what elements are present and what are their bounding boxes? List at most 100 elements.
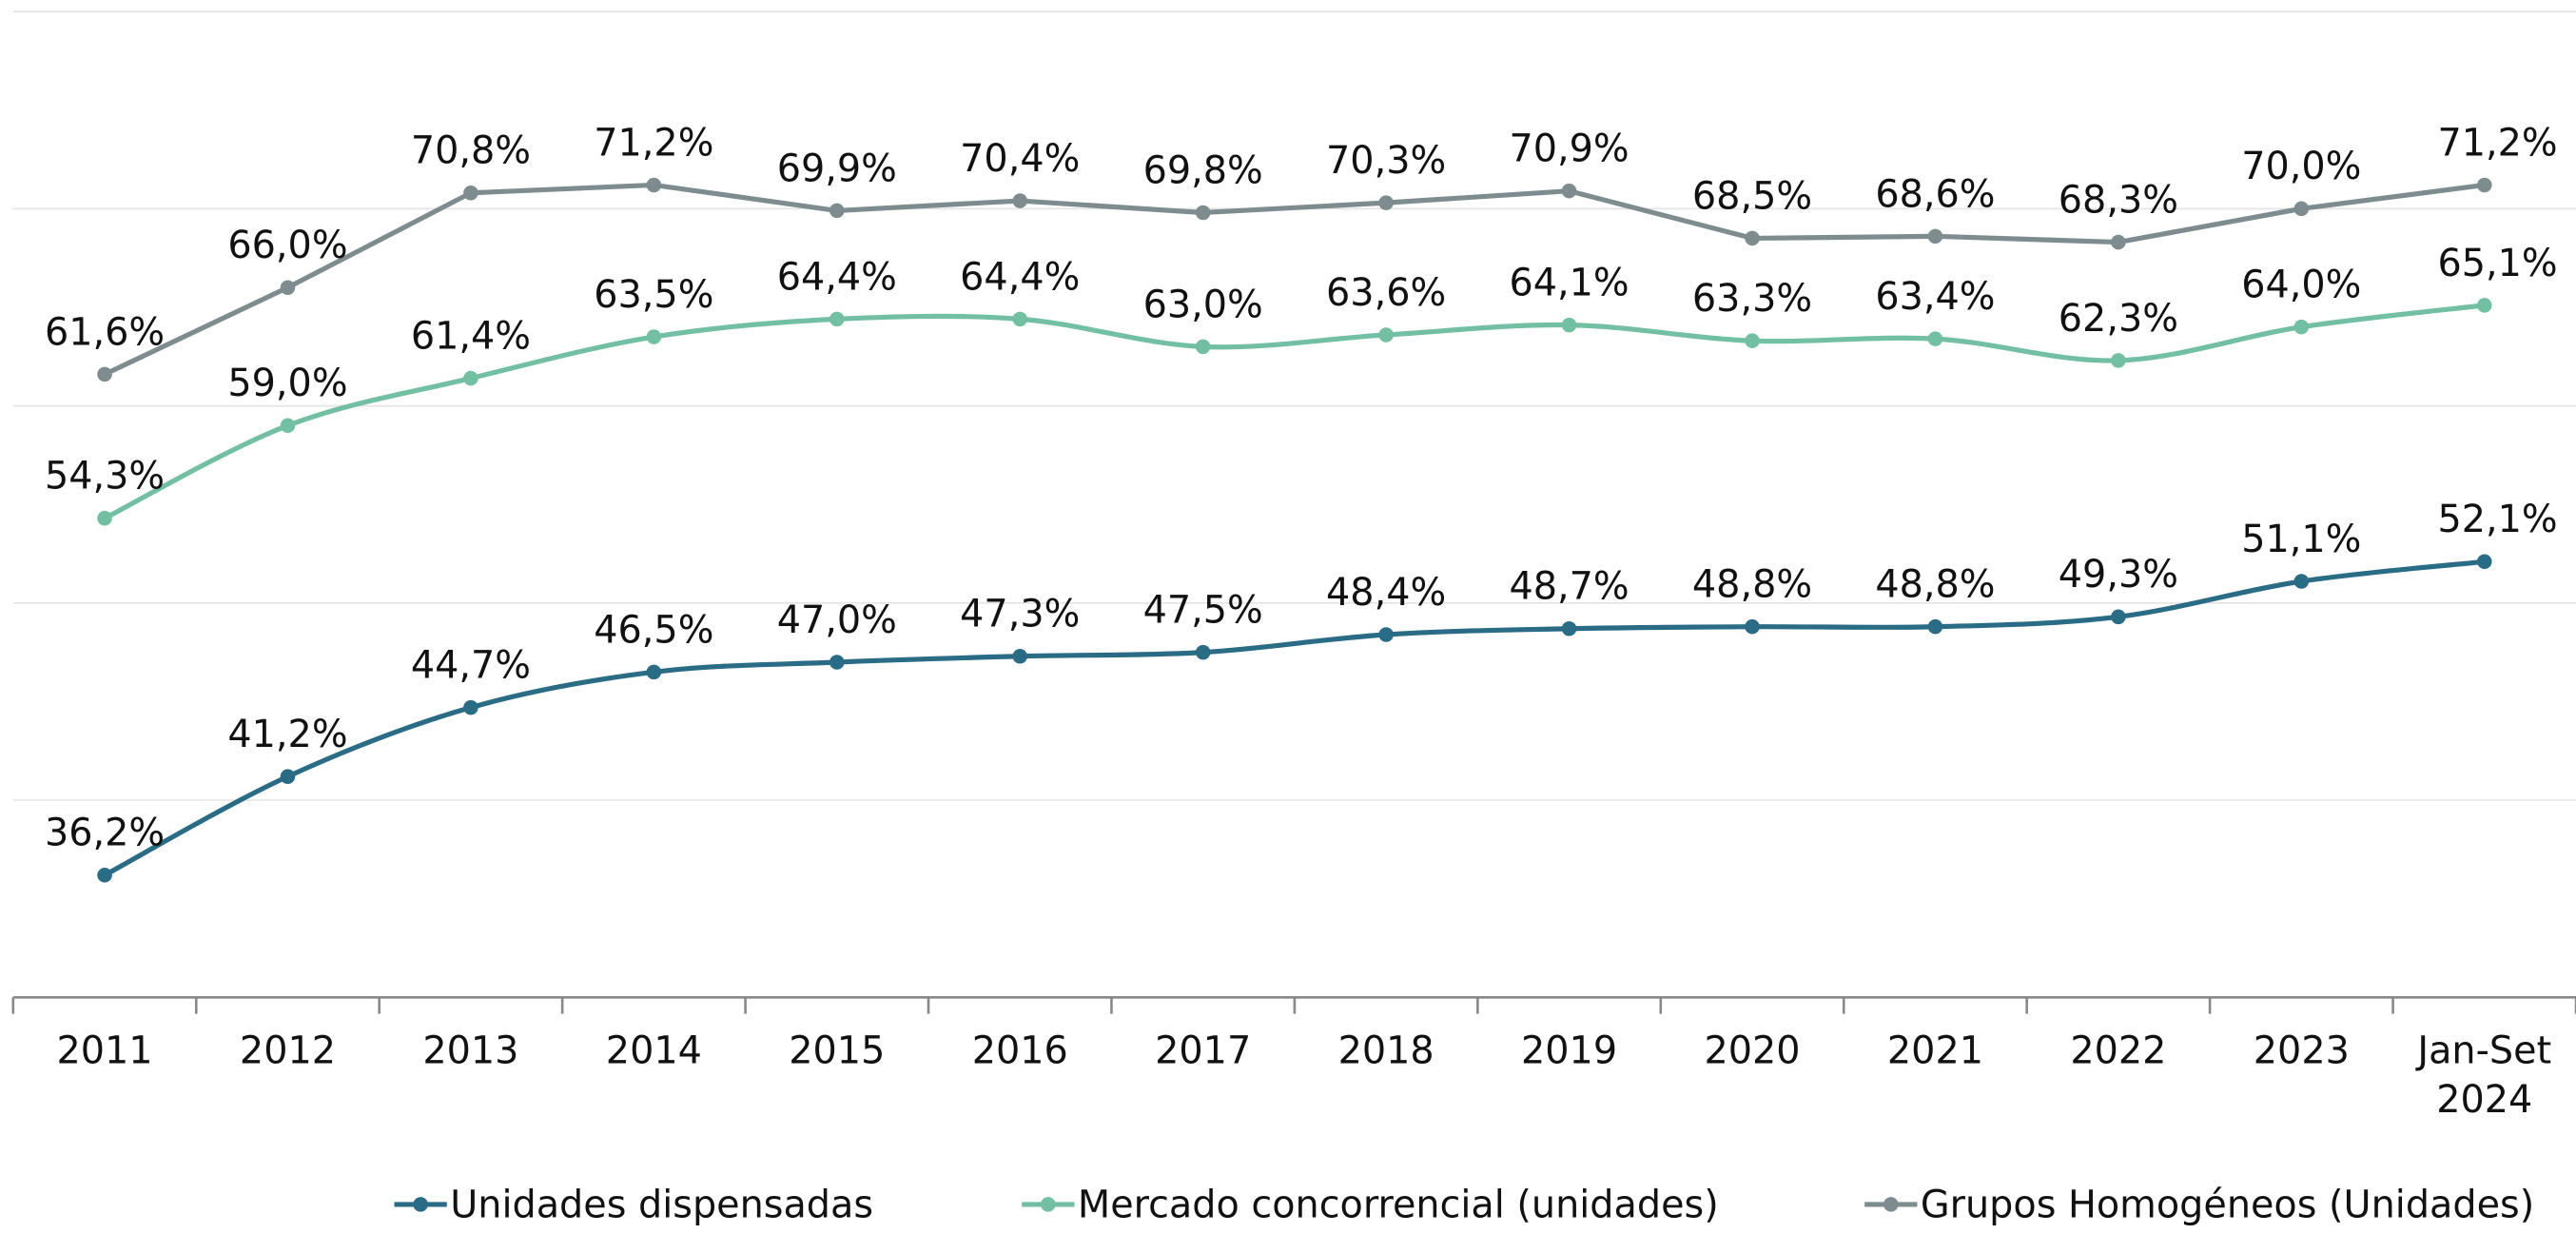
- data-label: 48,4%: [1326, 571, 1446, 615]
- x-tick-label: 2019: [1521, 1028, 1617, 1072]
- x-tick-label: 2015: [789, 1028, 885, 1072]
- data-label: 71,2%: [2437, 121, 2557, 165]
- point: [463, 370, 478, 386]
- point: [1561, 620, 1577, 637]
- data-label: 47,5%: [1143, 589, 1263, 633]
- series-line: [103, 303, 2486, 521]
- legend-label: Grupos Homogéneos (Unidades): [1921, 1184, 2534, 1227]
- point: [829, 655, 845, 670]
- data-label: 49,3%: [2059, 553, 2178, 597]
- data-label: 46,5%: [594, 608, 713, 652]
- point: [1195, 644, 1211, 660]
- x-tick-label: 2014: [606, 1028, 702, 1072]
- data-label: 54,3%: [45, 455, 165, 499]
- point: [2111, 353, 2126, 368]
- data-label: 70,9%: [1509, 127, 1629, 171]
- point: [1561, 317, 1577, 333]
- x-tick-label: 2017: [1155, 1028, 1251, 1072]
- legend-label: Unidades dispensadas: [450, 1184, 873, 1227]
- data-label: 71,2%: [594, 121, 713, 165]
- legend-marker: [413, 1197, 428, 1212]
- data-label: 36,2%: [45, 812, 165, 855]
- data-label: 44,7%: [411, 644, 531, 688]
- point: [1378, 195, 1394, 210]
- data-label: 48,7%: [1509, 565, 1629, 609]
- point: [1745, 618, 1760, 635]
- point: [1927, 618, 1943, 635]
- point: [1745, 333, 1760, 348]
- data-label: 63,3%: [1692, 277, 1812, 321]
- point: [1195, 339, 1211, 355]
- x-tick-label: 2023: [2254, 1028, 2350, 1072]
- data-label: 68,5%: [1692, 174, 1812, 218]
- point: [463, 185, 478, 201]
- legend-marker: [1041, 1197, 1056, 1212]
- point: [2111, 234, 2126, 250]
- point: [646, 329, 662, 344]
- data-label: 70,8%: [411, 129, 531, 173]
- point: [2477, 298, 2492, 313]
- data-label: 68,3%: [2059, 178, 2178, 222]
- series-line: [103, 182, 2486, 377]
- point: [646, 664, 662, 680]
- data-label: 61,6%: [45, 310, 165, 354]
- x-tick-label: 2021: [1887, 1028, 1983, 1072]
- data-label: 69,8%: [1143, 148, 1263, 192]
- data-label: 70,4%: [960, 137, 1080, 181]
- x-tick-label: 2013: [422, 1028, 518, 1072]
- x-tick-label: 2016: [972, 1028, 1068, 1072]
- point: [1012, 193, 1028, 208]
- data-label: 70,0%: [2241, 145, 2361, 188]
- data-label: 69,9%: [777, 147, 897, 190]
- point: [1561, 183, 1577, 199]
- data-label: 64,1%: [1509, 262, 1629, 305]
- data-label: 41,2%: [227, 713, 347, 756]
- point: [1195, 205, 1211, 221]
- point: [2293, 201, 2310, 217]
- point: [1012, 649, 1028, 664]
- data-label: 63,0%: [1143, 283, 1263, 326]
- x-tick-label: 2020: [1704, 1028, 1800, 1072]
- point: [2111, 609, 2126, 625]
- point: [280, 280, 296, 296]
- point: [829, 311, 845, 327]
- point: [1012, 311, 1028, 327]
- point: [646, 177, 662, 193]
- data-label: 52,1%: [2437, 498, 2557, 541]
- x-tick-label: 2018: [1338, 1028, 1434, 1072]
- data-label: 68,6%: [1875, 172, 1995, 216]
- point: [1378, 627, 1394, 642]
- data-label: 64,4%: [777, 255, 897, 299]
- legend-label: Mercado concorrencial (unidades): [1078, 1184, 1719, 1227]
- point: [97, 366, 112, 382]
- x-tick-label: Jan-Set 2024: [2414, 1028, 2551, 1122]
- legend-marker: [1883, 1197, 1899, 1212]
- series-line: [103, 558, 2486, 878]
- point: [829, 203, 845, 219]
- data-label: 51,1%: [2241, 518, 2361, 561]
- data-label: 47,0%: [777, 598, 897, 642]
- x-tick-label: 2012: [240, 1028, 336, 1072]
- data-label: 63,5%: [594, 273, 713, 317]
- point: [1927, 228, 1943, 245]
- point: [2477, 177, 2492, 193]
- point: [1378, 327, 1394, 343]
- point: [2293, 319, 2310, 335]
- point: [280, 418, 296, 434]
- point: [2477, 554, 2492, 570]
- data-label: 48,8%: [1692, 563, 1812, 607]
- x-tick-label: 2022: [2070, 1028, 2166, 1072]
- data-label: 64,4%: [960, 255, 1080, 299]
- data-label: 59,0%: [227, 362, 347, 405]
- point: [1927, 331, 1943, 346]
- point: [97, 868, 112, 883]
- data-label: 64,0%: [2241, 264, 2361, 307]
- data-label: 62,3%: [2059, 297, 2178, 341]
- data-label: 70,3%: [1326, 139, 1446, 183]
- data-label: 66,0%: [227, 224, 347, 267]
- data-label: 47,3%: [960, 593, 1080, 637]
- point: [97, 510, 112, 526]
- data-label: 61,4%: [411, 314, 531, 358]
